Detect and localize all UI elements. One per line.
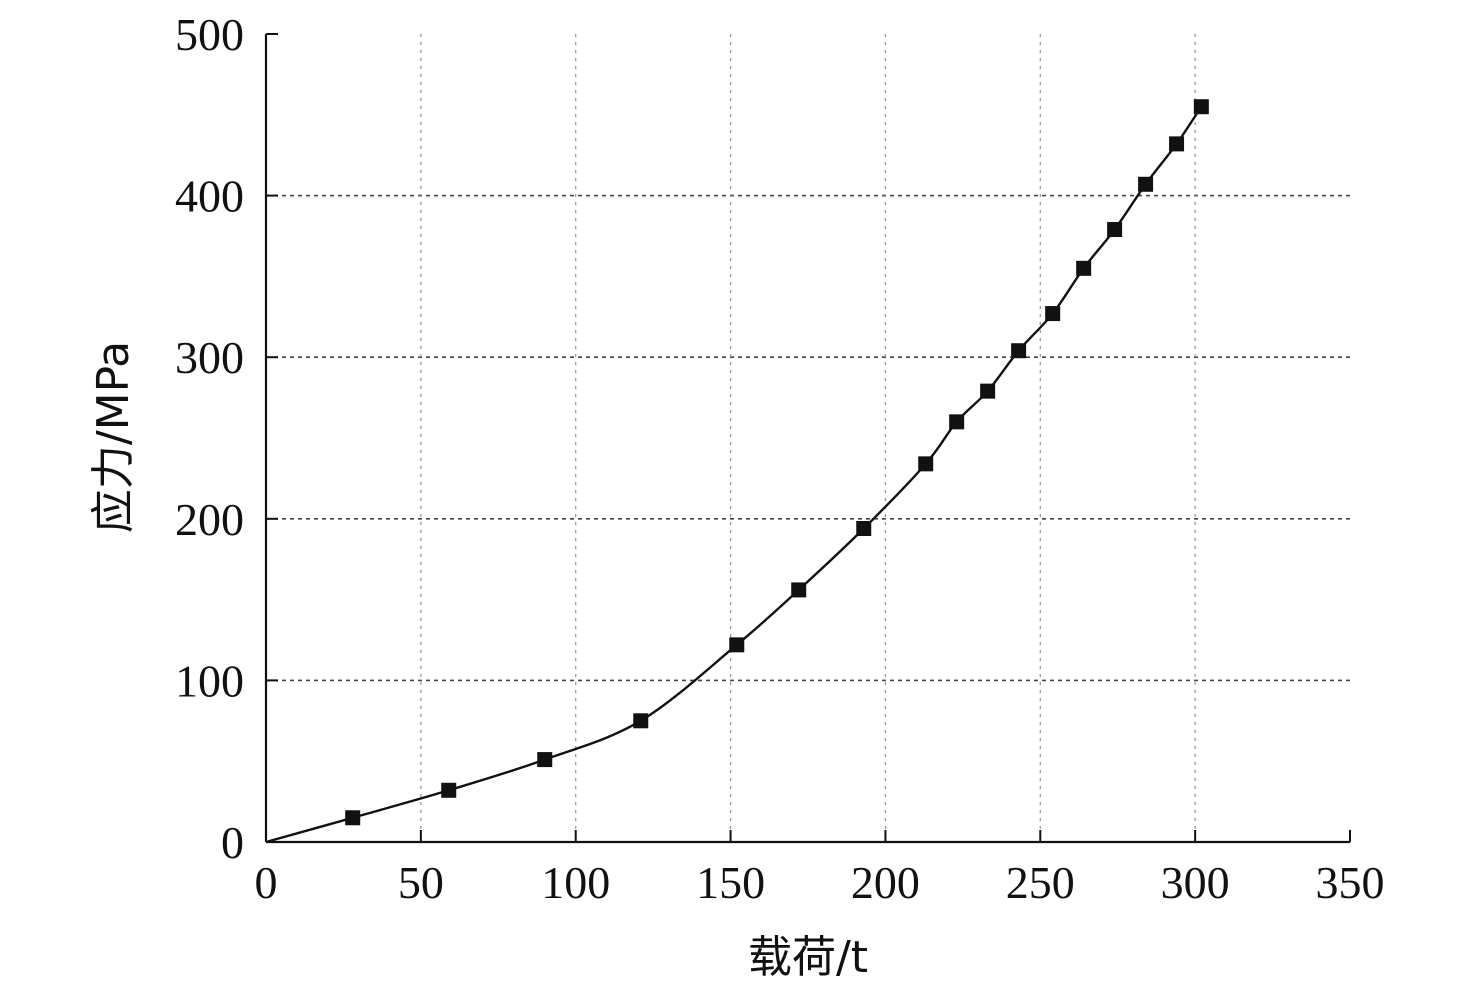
x-tick-label-150: 150 — [696, 857, 765, 908]
y-tick-label-500: 500 — [175, 9, 244, 60]
x-tick-label-300: 300 — [1161, 857, 1230, 908]
data-point-marker — [1045, 306, 1061, 322]
data-point-marker — [949, 414, 965, 430]
data-point-marker — [537, 752, 553, 768]
data-point-marker — [1169, 136, 1185, 152]
data-series — [265, 99, 1209, 844]
x-tick-label-100: 100 — [541, 857, 610, 908]
data-point-marker — [633, 713, 649, 729]
x-tick-label-0: 0 — [255, 857, 278, 908]
x-tick-label-350: 350 — [1316, 857, 1385, 908]
tick-marks — [265, 33, 1351, 843]
x-tick-label-200: 200 — [851, 857, 920, 908]
data-point-marker — [441, 782, 457, 798]
data-point-marker — [345, 810, 361, 826]
data-point-marker — [918, 456, 934, 472]
series-line-0 — [265, 106, 1203, 844]
y-axis-title: 应力/MPa — [88, 341, 139, 533]
data-point-marker — [791, 582, 807, 598]
y-tick-label-100: 100 — [175, 655, 244, 706]
x-tick-label-50: 50 — [398, 857, 444, 908]
tick-labels: 0 100 200 300 400 500 0 50 100 150 200 250 300 350 — [175, 9, 1385, 908]
y-tick-label-0: 0 — [221, 817, 244, 868]
data-point-marker — [729, 637, 745, 653]
data-point-marker — [980, 383, 996, 399]
data-point-marker — [1138, 176, 1154, 192]
x-tick-label-250: 250 — [1006, 857, 1075, 908]
data-point-marker — [1193, 99, 1209, 115]
data-point-marker — [1011, 343, 1027, 359]
axes — [264, 34, 1350, 844]
y-tick-label-200: 200 — [175, 494, 244, 545]
data-point-marker — [856, 520, 872, 536]
data-point-marker — [1076, 260, 1092, 276]
x-axis-title: 载荷/t — [748, 932, 868, 983]
data-point-marker — [1107, 222, 1123, 238]
y-tick-label-300: 300 — [175, 332, 244, 383]
grid-lines — [266, 34, 1350, 842]
y-tick-label-400: 400 — [175, 171, 244, 222]
